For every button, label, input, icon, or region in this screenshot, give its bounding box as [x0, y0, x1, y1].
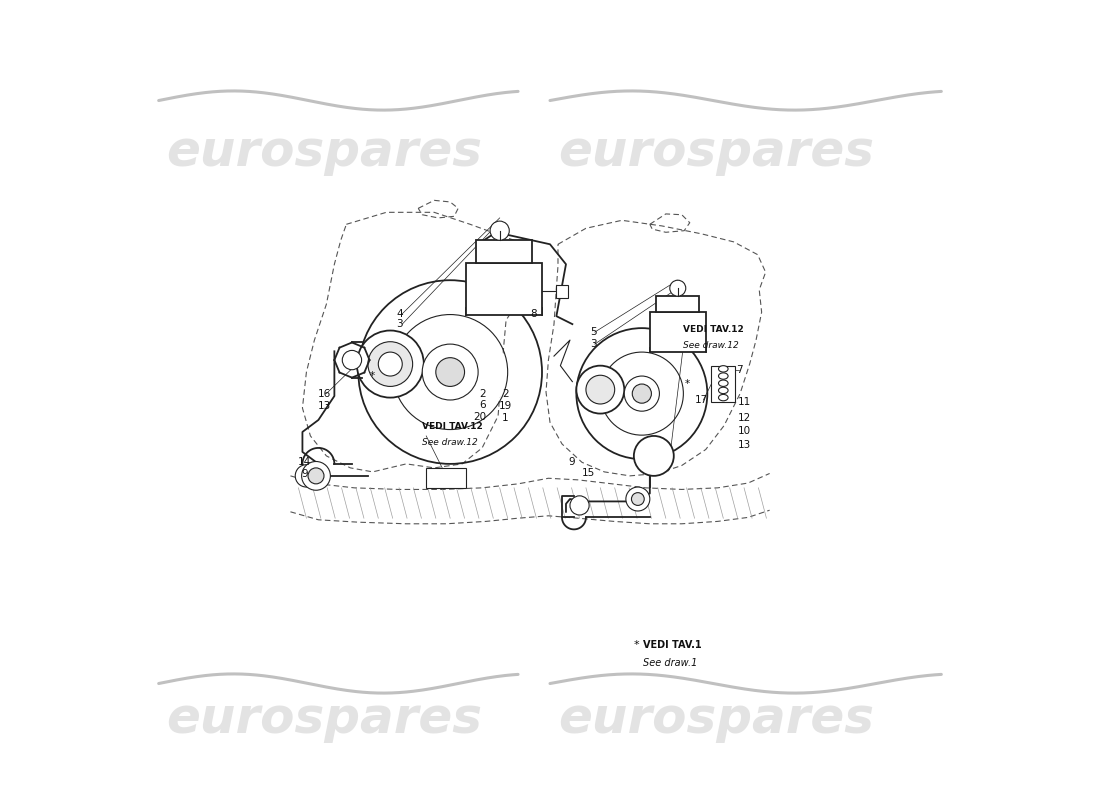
Circle shape	[394, 316, 506, 428]
Circle shape	[308, 468, 324, 484]
Circle shape	[378, 352, 403, 376]
Text: See draw.1: See draw.1	[644, 658, 697, 668]
Text: See draw.12: See draw.12	[422, 438, 478, 447]
Circle shape	[634, 436, 674, 476]
Circle shape	[295, 465, 318, 487]
Text: 3: 3	[590, 339, 596, 349]
Circle shape	[491, 221, 509, 240]
Text: eurospares: eurospares	[558, 129, 874, 177]
Text: 8: 8	[530, 309, 537, 318]
Text: 2: 2	[480, 389, 486, 398]
Text: 2: 2	[502, 389, 508, 398]
Text: eurospares: eurospares	[167, 695, 483, 743]
Ellipse shape	[718, 394, 728, 401]
Text: 13: 13	[318, 401, 331, 410]
Circle shape	[602, 354, 682, 434]
Text: 5: 5	[590, 327, 596, 337]
Circle shape	[342, 350, 362, 370]
Text: 13: 13	[738, 440, 751, 450]
Text: *: *	[634, 640, 639, 650]
Text: 9: 9	[301, 470, 308, 479]
Text: 7: 7	[736, 365, 743, 374]
FancyBboxPatch shape	[657, 296, 700, 312]
Text: *: *	[370, 371, 375, 381]
Text: 1: 1	[502, 414, 508, 423]
Ellipse shape	[718, 373, 728, 379]
Text: eurospares: eurospares	[167, 129, 483, 177]
Text: 16: 16	[318, 389, 331, 398]
Circle shape	[301, 462, 330, 490]
Text: 10: 10	[738, 426, 751, 436]
Circle shape	[576, 366, 625, 414]
Circle shape	[570, 496, 590, 515]
Circle shape	[626, 487, 650, 511]
Circle shape	[436, 358, 464, 386]
Text: eurospares: eurospares	[558, 695, 874, 743]
Bar	[712, 366, 735, 402]
Text: 15: 15	[582, 468, 595, 478]
Bar	[557, 285, 569, 298]
Bar	[426, 468, 466, 488]
Text: See draw.12: See draw.12	[683, 341, 738, 350]
FancyBboxPatch shape	[650, 312, 706, 352]
Text: *: *	[685, 379, 690, 389]
Text: 17: 17	[694, 395, 707, 405]
Text: 20: 20	[473, 412, 486, 422]
Circle shape	[367, 342, 412, 386]
Text: 9: 9	[569, 458, 575, 467]
Text: 12: 12	[738, 413, 751, 422]
Text: VEDI TAV.1: VEDI TAV.1	[644, 640, 702, 650]
Text: 3: 3	[396, 319, 404, 329]
Ellipse shape	[718, 387, 728, 394]
FancyBboxPatch shape	[475, 240, 531, 262]
Circle shape	[631, 493, 645, 506]
Circle shape	[632, 384, 651, 403]
Text: 14: 14	[298, 458, 311, 467]
Ellipse shape	[718, 380, 728, 386]
Text: VEDI TAV.12: VEDI TAV.12	[683, 326, 744, 334]
Circle shape	[670, 280, 685, 296]
Circle shape	[422, 344, 478, 400]
FancyBboxPatch shape	[466, 262, 542, 314]
Text: 4: 4	[396, 309, 404, 318]
Circle shape	[356, 330, 424, 398]
Text: 6: 6	[480, 400, 486, 410]
Circle shape	[625, 376, 659, 411]
Circle shape	[586, 375, 615, 404]
Text: 11: 11	[738, 398, 751, 407]
Text: VEDI TAV.12: VEDI TAV.12	[422, 422, 483, 431]
Text: 19: 19	[498, 402, 512, 411]
Ellipse shape	[718, 366, 728, 372]
